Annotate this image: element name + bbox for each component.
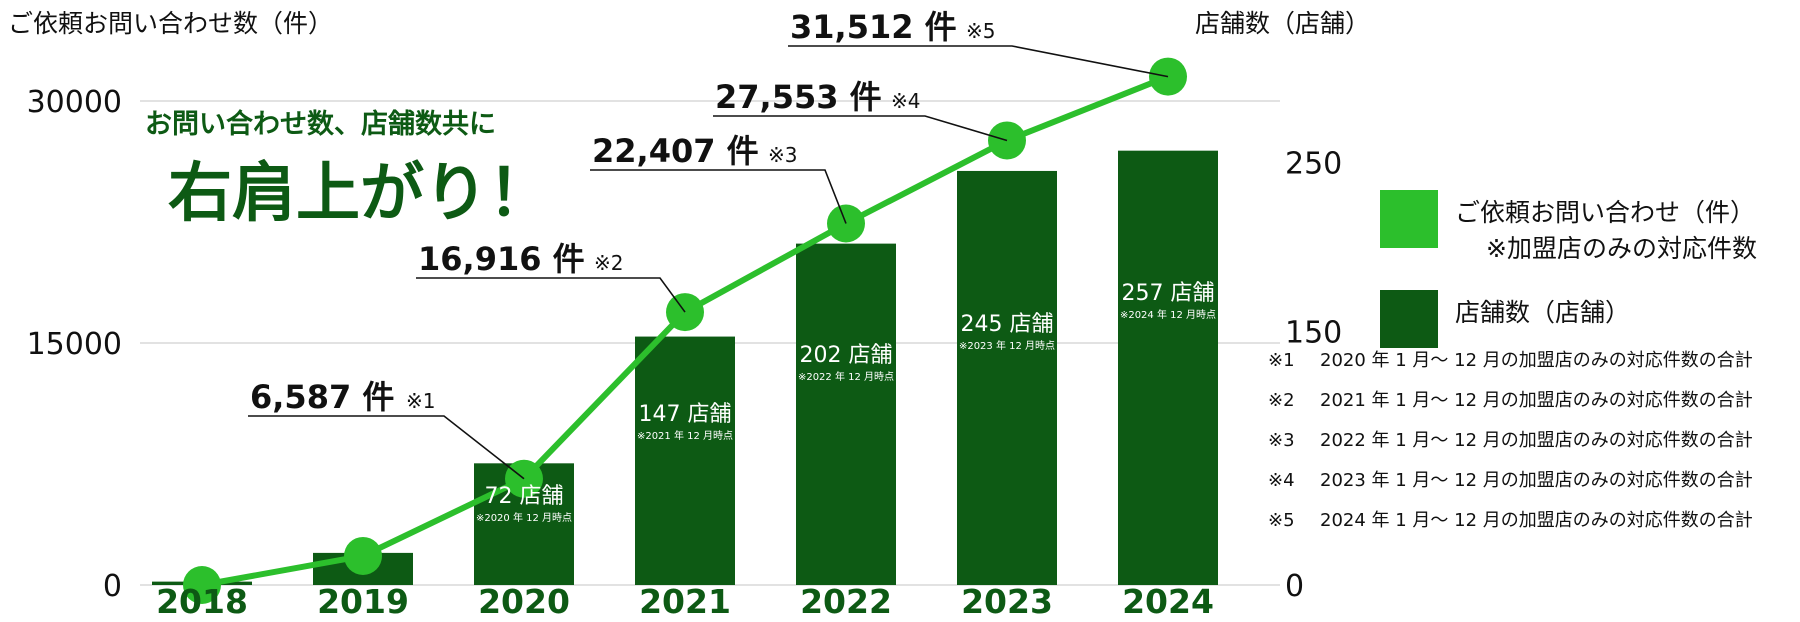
bar-2023 xyxy=(957,170,1057,585)
category-label: 2024 xyxy=(1122,582,1214,618)
legend-swatch xyxy=(1380,290,1438,348)
footnote-mark: ※4 xyxy=(1268,470,1295,491)
bar-value-label: 202 店舗 xyxy=(800,343,893,368)
callout-mark: ※2 xyxy=(594,251,623,275)
callout-layer: 6,587 件 ※1 16,916 件 ※2 22,407 件 ※3 27,553 件 ※4 3… xyxy=(248,8,1169,480)
category-label: 2018 xyxy=(156,582,248,618)
line-point-2018 xyxy=(183,566,221,604)
line-point-2019 xyxy=(344,536,382,575)
footnote-mark: ※2 xyxy=(1268,390,1295,411)
footnote-mark: ※3 xyxy=(1268,430,1295,451)
legend-label: ご依頼お問い合わせ（件） xyxy=(1455,198,1755,227)
bar-2022 xyxy=(796,243,896,585)
callout-leader xyxy=(590,169,847,224)
right-tick-label: 0 xyxy=(1285,569,1304,604)
callout-mark: ※3 xyxy=(768,143,797,167)
bar-note-label: ※2022 年 12 月時点 xyxy=(798,370,894,383)
right-tick-label: 150 xyxy=(1285,316,1342,351)
callout-leader xyxy=(788,45,1169,78)
right-axis-title: 店舗数（店舗） xyxy=(1195,9,1370,38)
callout-leader xyxy=(416,277,686,313)
bar-value-label: 72 店舗 xyxy=(485,484,564,509)
headline-line2: 右肩上がり！ xyxy=(168,157,552,231)
legend-sublabel: ※加盟店のみの対応件数 xyxy=(1486,234,1757,263)
left-tick-label: 30000 xyxy=(27,85,122,120)
callout-value: 31,512 件 xyxy=(790,8,957,46)
text-layer: ご依頼お問い合わせ数（件） 店舗数（店舗） 0 15000 30000 0 150 250 72… xyxy=(8,9,1757,621)
headline-line1: お問い合わせ数、店舗数共に xyxy=(145,108,496,140)
bar-value-label: 245 店舗 xyxy=(961,312,1054,337)
footnote-text: 2024 年 1 月～ 12 月の加盟店のみの対応件数の合計 xyxy=(1320,510,1753,531)
left-tick-label: 15000 xyxy=(27,327,122,362)
footnote-text: 2022 年 1 月～ 12 月の加盟店のみの対応件数の合計 xyxy=(1320,430,1753,451)
callout-value: 27,553 件 xyxy=(715,78,882,116)
legend-label: 店舗数（店舗） xyxy=(1455,298,1630,327)
bar-note-label: ※2021 年 12 月時点 xyxy=(637,429,733,442)
callout-mark: ※1 xyxy=(406,389,435,413)
callout-leader xyxy=(248,415,525,480)
bar-layer xyxy=(152,150,1218,586)
footnote-text: 2020 年 1 月～ 12 月の加盟店のみの対応件数の合計 xyxy=(1320,350,1753,371)
footnote-text: 2023 年 1 月～ 12 月の加盟店のみの対応件数の合計 xyxy=(1320,470,1753,491)
callout-mark: ※5 xyxy=(966,19,995,43)
bar-note-label: ※2024 年 12 月時点 xyxy=(1120,308,1216,321)
right-tick-label: 250 xyxy=(1285,147,1342,182)
category-label: 2023 xyxy=(961,582,1053,618)
footnote-mark: ※1 xyxy=(1268,350,1295,371)
bar-value-label: 147 店舗 xyxy=(639,402,732,427)
footnote-text: 2021 年 1 月～ 12 月の加盟店のみの対応件数の合計 xyxy=(1320,390,1753,411)
callout-leader xyxy=(713,115,1008,142)
callout-mark: ※4 xyxy=(891,89,920,113)
left-tick-label: 0 xyxy=(103,569,122,604)
category-label: 2022 xyxy=(800,582,892,618)
category-label: 2019 xyxy=(317,582,409,618)
category-label: 2021 xyxy=(639,582,731,618)
bar-2021 xyxy=(635,336,735,585)
legend-swatch xyxy=(1380,190,1438,248)
bar-note-label: ※2020 年 12 月時点 xyxy=(476,511,572,524)
left-axis-title: ご依頼お問い合わせ数（件） xyxy=(8,9,333,38)
footnote-mark: ※5 xyxy=(1268,510,1295,531)
callout-value: 6,587 件 xyxy=(250,378,394,416)
callout-value: 22,407 件 xyxy=(592,132,759,170)
bar-2024 xyxy=(1118,150,1218,586)
bar-note-label: ※2023 年 12 月時点 xyxy=(959,339,1055,352)
bar-value-label: 257 店舗 xyxy=(1122,281,1215,306)
category-label: 2020 xyxy=(478,582,570,618)
callout-value: 16,916 件 xyxy=(418,240,585,278)
